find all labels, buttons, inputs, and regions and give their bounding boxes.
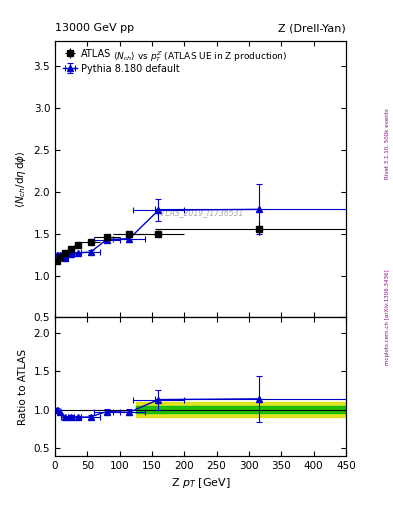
Text: Rivet 3.1.10, 500k events: Rivet 3.1.10, 500k events — [385, 108, 390, 179]
Text: mcplots.cern.ch [arXiv:1306.3436]: mcplots.cern.ch [arXiv:1306.3436] — [385, 270, 390, 365]
Text: $\langle N_{ch}\rangle$ vs $p_T^Z$ (ATLAS UE in Z production): $\langle N_{ch}\rangle$ vs $p_T^Z$ (ATLA… — [113, 49, 288, 64]
Text: 13000 GeV pp: 13000 GeV pp — [55, 23, 134, 33]
Y-axis label: $\langle N_{ch}/\mathrm{d}\eta\,\mathrm{d}\phi\rangle$: $\langle N_{ch}/\mathrm{d}\eta\,\mathrm{… — [14, 151, 28, 208]
X-axis label: Z $p_T$ [GeV]: Z $p_T$ [GeV] — [171, 476, 230, 490]
Y-axis label: Ratio to ATLAS: Ratio to ATLAS — [18, 349, 28, 424]
Legend: ATLAS, Pythia 8.180 default: ATLAS, Pythia 8.180 default — [60, 46, 183, 76]
Text: ATLAS_2019_I1736531: ATLAS_2019_I1736531 — [157, 208, 244, 217]
Text: Z (Drell-Yan): Z (Drell-Yan) — [278, 23, 346, 33]
